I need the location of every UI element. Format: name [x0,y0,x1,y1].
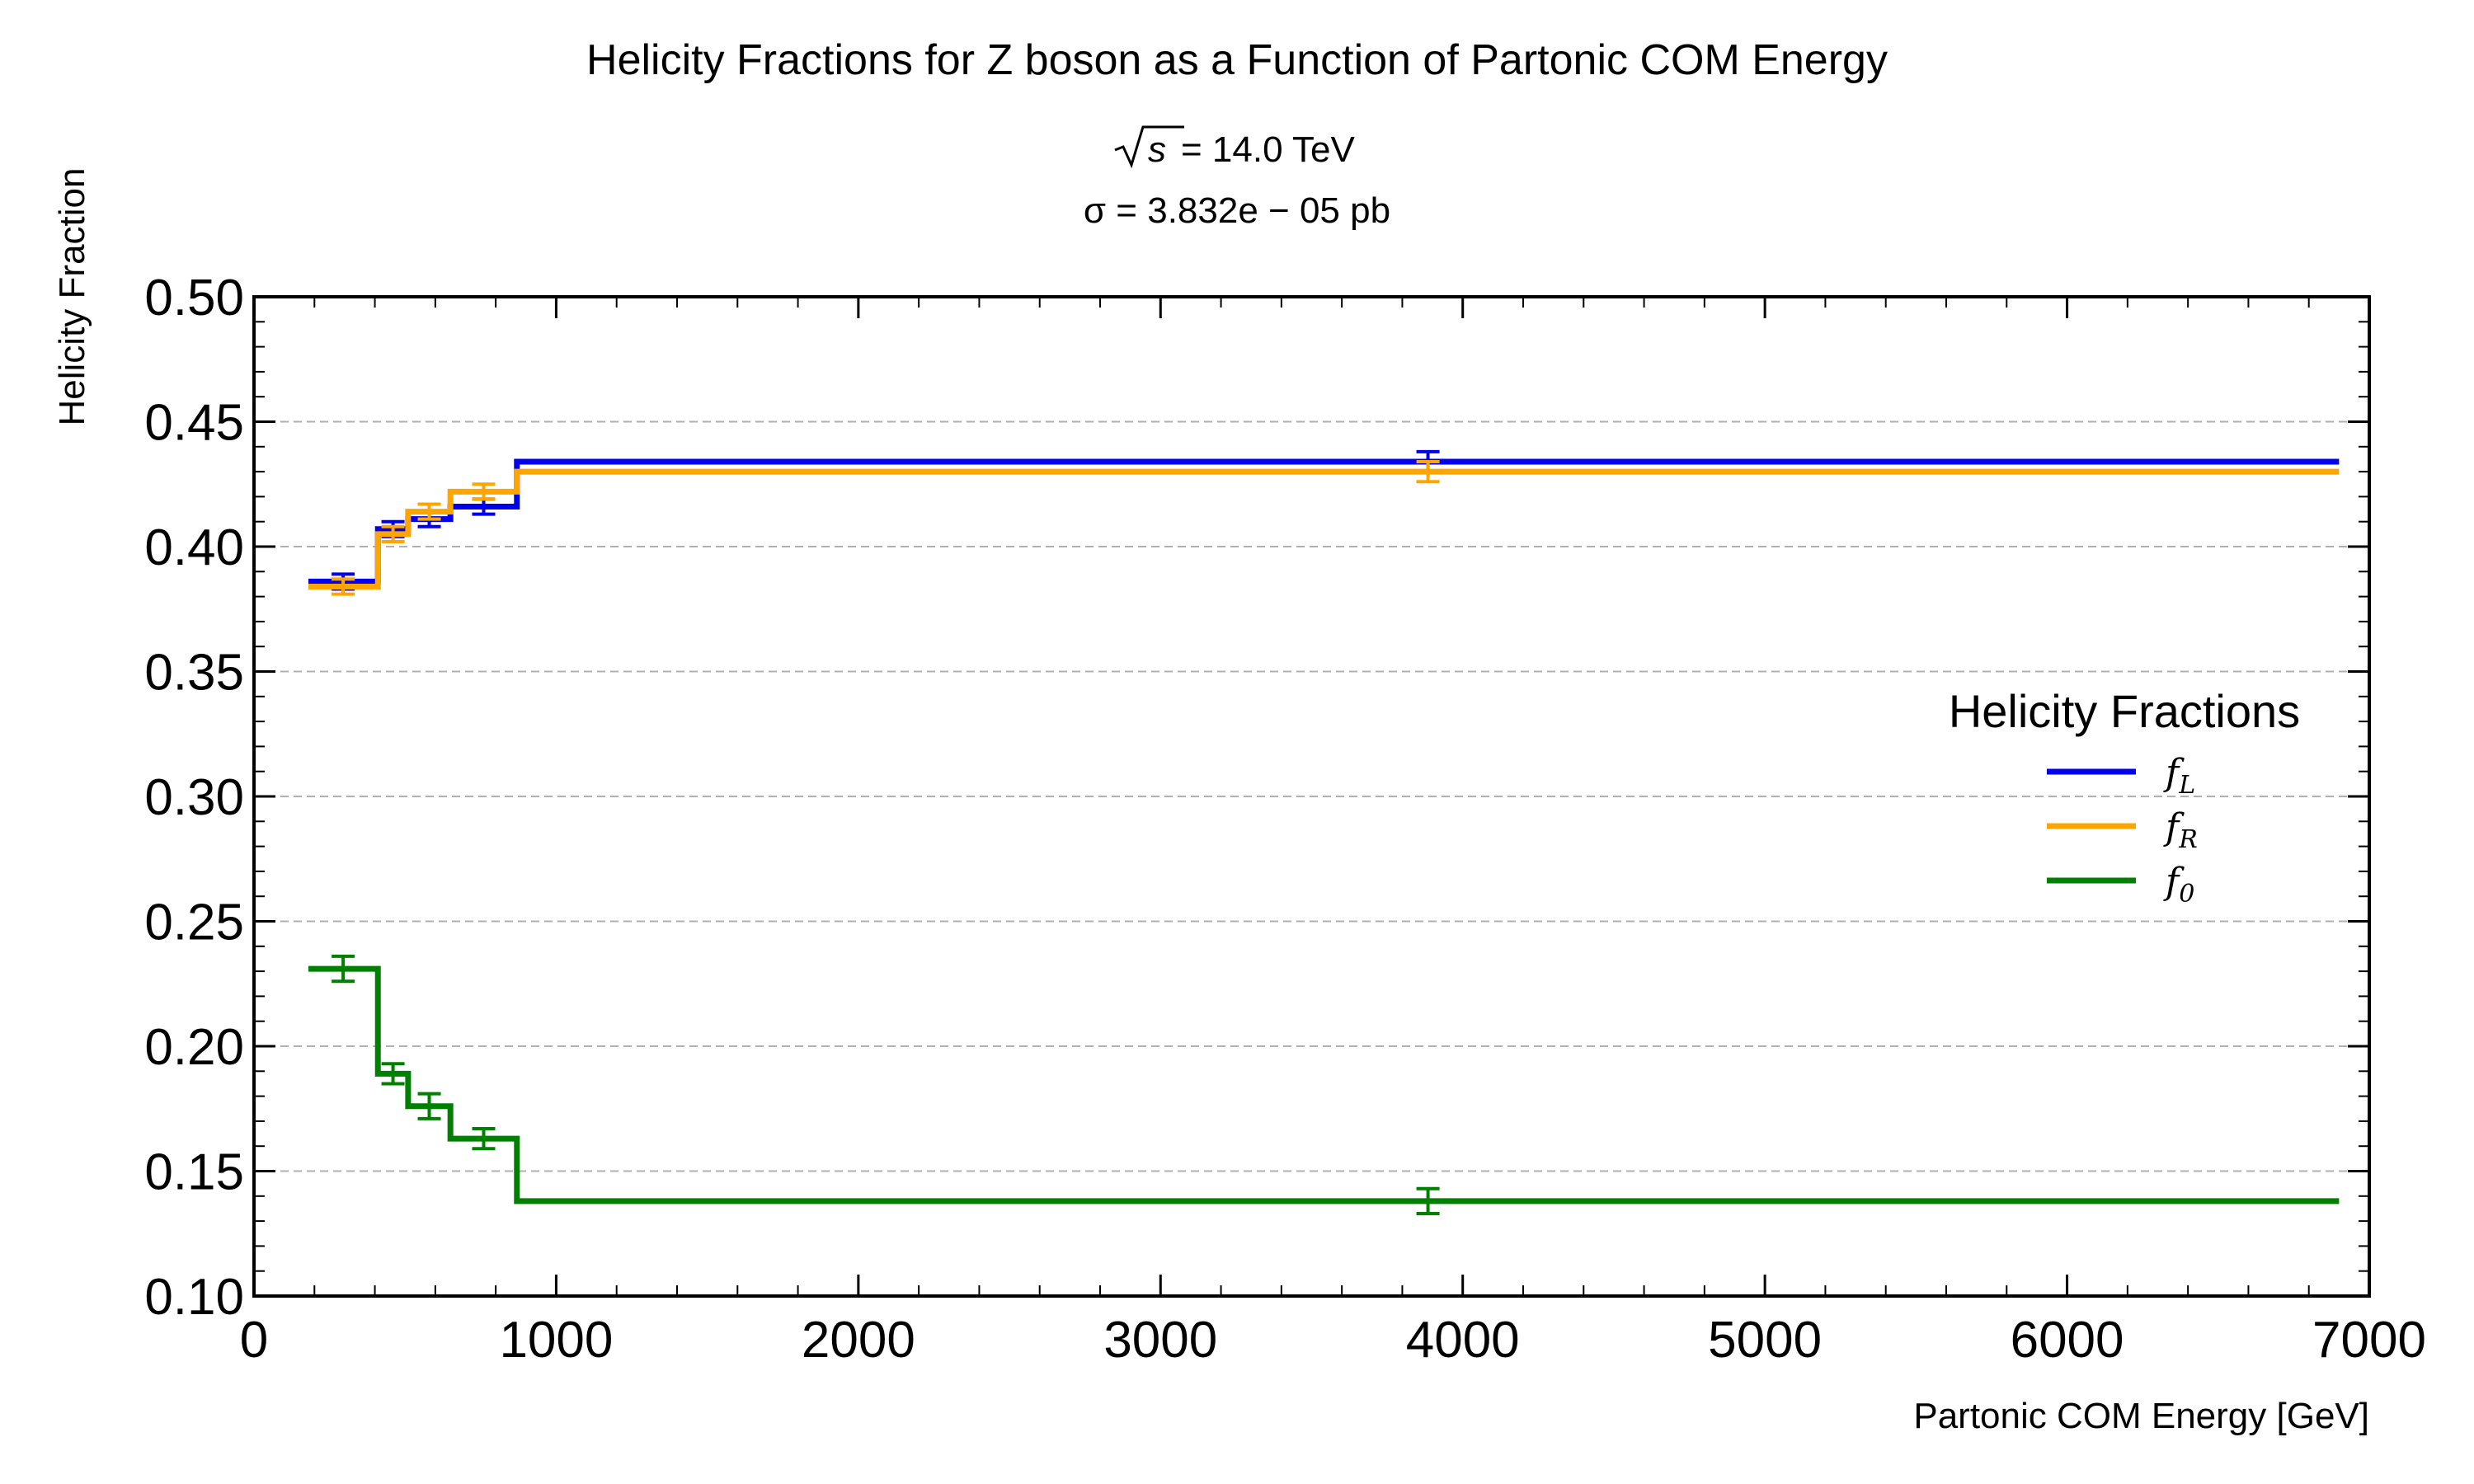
x-tick-label-0: 0 [240,1312,268,1369]
tick-labels: 0 1000 2000 3000 4000 5000 6000 7000 0.10 0.15 0.2… [144,270,2426,1369]
error-bar-f_R-0 [332,577,355,596]
chart-subtitle-sqrt-s: s = 14.0 TeV [1114,125,1355,170]
error-bar-f_0-3 [472,1126,496,1151]
error-bar-f_0-1 [381,1062,405,1086]
x-tick-label-6: 6000 [2011,1312,2124,1369]
y-axis-label: Helicity Fraction [52,168,92,426]
error-bar-f_R-2 [417,502,441,521]
legend-label-f_0: f0 [2163,861,2194,909]
series-line-f_R [308,468,2340,589]
series-f_0 [308,954,2340,1216]
series-f_R [308,459,2340,596]
sqrt-s-symbol: s [1148,129,1166,170]
error-bar-f_0-0 [332,954,355,984]
x-tick-label-5: 5000 [1708,1312,1822,1369]
y-tick-label-6: 0.40 [144,519,244,576]
x-tick-label-1: 1000 [499,1312,613,1369]
series-line-f_L [308,458,2340,585]
error-bar-f_0-4 [1416,1186,1440,1216]
x-tick-label-7: 7000 [2312,1312,2426,1369]
y-tick-label-4: 0.30 [144,769,244,826]
y-tick-label-8: 0.50 [144,270,244,326]
axis-ticks [252,295,2371,1298]
error-bar-f_R-4 [1416,459,1440,484]
legend-item-f_L: fL [2047,752,2195,800]
plot-content [308,449,2340,1216]
y-tick-label-2: 0.20 [144,1019,244,1076]
grid-lines [254,420,2369,1172]
legend-label-f_L: fL [2163,752,2195,800]
x-axis-label: Partonic COM Energy [GeV] [1913,1396,2369,1436]
legend-item-f_R: fR [2047,806,2198,854]
error-bar-f_R-1 [381,524,405,543]
y-tick-label-1: 0.15 [144,1144,244,1201]
legend-item-f_0: f0 [2047,861,2194,909]
sqrt-s-value: = 14.0 TeV [1181,129,1355,170]
x-tick-label-2: 2000 [802,1312,915,1369]
error-bar-f_0-2 [417,1092,441,1120]
chart-subtitle-sigma: σ = 3.832e − 05 pb [1084,190,1390,231]
y-tick-label-7: 0.45 [144,395,244,452]
y-tick-label-0: 0.10 [144,1269,244,1326]
x-tick-label-3: 3000 [1103,1312,1217,1369]
legend-label-f_R: fR [2163,806,2198,854]
x-tick-label-4: 4000 [1406,1312,1520,1369]
series-line-f_0 [308,965,2340,1205]
y-tick-label-3: 0.25 [144,895,244,951]
chart-title: Helicity Fractions for Z boson as a Func… [586,36,1888,84]
y-tick-label-5: 0.35 [144,645,244,702]
error-bar-f_R-3 [472,482,496,501]
legend-title: Helicity Fractions [1949,685,2300,737]
legend: Helicity Fractions fL fR f0 [1949,685,2300,909]
